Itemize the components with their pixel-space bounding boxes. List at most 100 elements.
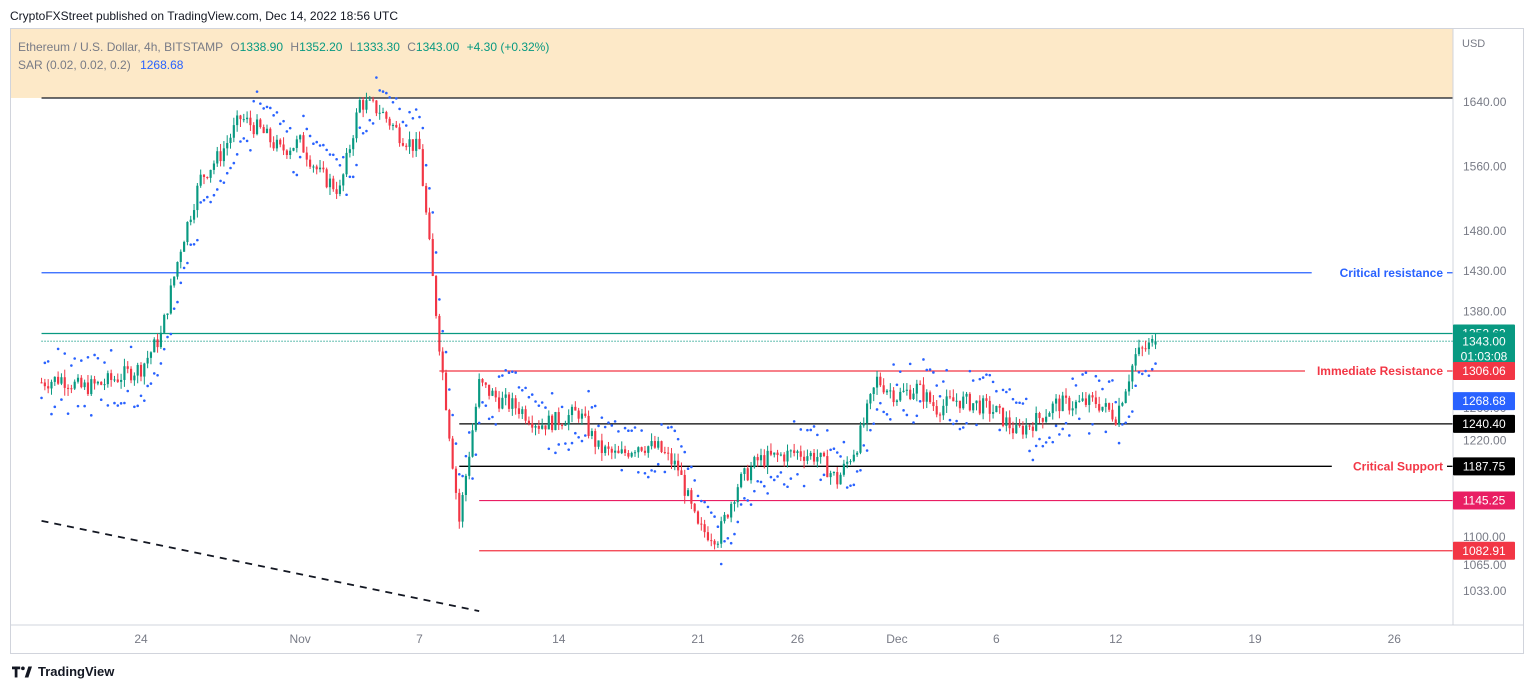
candle-body <box>836 472 839 485</box>
sar-dot <box>282 119 285 123</box>
sar-dot <box>617 430 620 433</box>
candle-body <box>57 376 60 384</box>
trendline-layer <box>41 520 480 612</box>
candle-body <box>123 366 126 380</box>
sar-dot <box>481 401 484 404</box>
sar-dot <box>504 369 508 372</box>
candle-body <box>163 314 166 333</box>
y-tick-label: 1220.00 <box>1463 433 1507 447</box>
sar-dot <box>948 418 952 422</box>
candle-body <box>706 532 710 541</box>
candle-body <box>574 406 577 411</box>
candle-body <box>47 386 50 389</box>
publish-info: CryptoFXStreet published on TradingView.… <box>10 9 398 23</box>
sar-dot <box>753 489 756 493</box>
sar-dot <box>580 439 584 443</box>
candle-body <box>856 452 859 455</box>
sar-dot <box>351 175 355 179</box>
candle-body <box>514 398 517 409</box>
sar-dot <box>915 414 919 418</box>
candle-body <box>401 143 405 146</box>
candle-body <box>667 452 670 454</box>
candle-body <box>73 381 76 389</box>
candle-body <box>524 409 527 421</box>
legend-high: 1352.20 <box>299 40 343 54</box>
candle-body <box>444 372 448 411</box>
sar-dot <box>99 398 103 402</box>
candle-body <box>491 390 494 396</box>
sar-dot <box>656 462 660 466</box>
candle-body <box>497 397 501 409</box>
candle-body <box>650 441 653 447</box>
sar-dot <box>1154 362 1157 365</box>
level-lines: Critical resistance Immediate Resistance C… <box>41 97 1453 552</box>
candle-body <box>1061 395 1064 412</box>
candle-body <box>325 169 328 188</box>
candle-body <box>255 119 259 135</box>
candle-body <box>720 521 723 544</box>
candle-body <box>1008 417 1011 429</box>
price-badge-text: 1306.06 <box>1462 364 1506 378</box>
candle-body <box>773 452 776 455</box>
sar-dot <box>497 375 501 378</box>
sar-dot <box>368 118 372 122</box>
sar-dot <box>259 102 262 105</box>
sar-dot <box>537 404 541 407</box>
candle-body <box>955 400 958 402</box>
candle-body <box>428 212 431 240</box>
candle-body <box>713 540 716 545</box>
sar-dot <box>272 114 275 117</box>
candle-body <box>149 352 153 358</box>
sar-dot <box>1034 444 1038 448</box>
sar-dot <box>152 372 156 375</box>
candle-body <box>1117 405 1121 425</box>
sar-dot <box>375 76 378 79</box>
candle-body <box>885 390 889 393</box>
x-tick-label: 26 <box>1388 632 1402 646</box>
sar-dot <box>424 163 428 167</box>
candle-body <box>358 100 361 113</box>
dashed-trendline <box>41 520 480 612</box>
sar-dot <box>686 467 690 470</box>
sar-dot <box>908 362 912 366</box>
sar-dot <box>322 143 325 147</box>
candle-body <box>285 150 288 156</box>
candle-body <box>988 400 991 414</box>
tradingview-footer[interactable]: TradingView <box>12 664 114 679</box>
sar-dot <box>832 447 836 451</box>
sar-dot <box>932 371 935 374</box>
sar-dot <box>116 404 120 407</box>
x-tick-label: 12 <box>1109 632 1123 646</box>
candle-body <box>587 415 590 437</box>
candle-body <box>328 178 332 188</box>
sar-dot <box>882 410 885 414</box>
candle-body <box>892 390 895 403</box>
level-label-bg <box>1305 363 1447 380</box>
candle-body <box>597 440 600 447</box>
sar-dot <box>879 401 882 405</box>
candle-body <box>262 127 265 134</box>
sar-dot <box>756 479 759 483</box>
candle-body <box>136 364 139 376</box>
sar-dot <box>544 406 547 409</box>
sar-dot <box>206 195 209 199</box>
x-tick-label: 6 <box>993 632 1000 646</box>
candle-body <box>116 379 119 382</box>
candle-body <box>1104 403 1107 407</box>
sar-dot <box>176 300 179 304</box>
x-tick-label: 14 <box>552 632 566 646</box>
sar-dot <box>1121 423 1124 426</box>
candle-body <box>958 400 962 409</box>
candle-body <box>623 449 627 453</box>
sar-dot <box>822 473 826 477</box>
sar-dot <box>633 426 637 429</box>
sar-dot <box>816 433 819 437</box>
sar-dot <box>179 281 183 285</box>
sar-dot <box>86 355 90 359</box>
sar-dot <box>613 420 617 423</box>
sar-dot <box>577 435 580 439</box>
sar-dot <box>1044 441 1048 444</box>
sar-dot <box>706 505 710 509</box>
sar-dot <box>968 369 972 373</box>
